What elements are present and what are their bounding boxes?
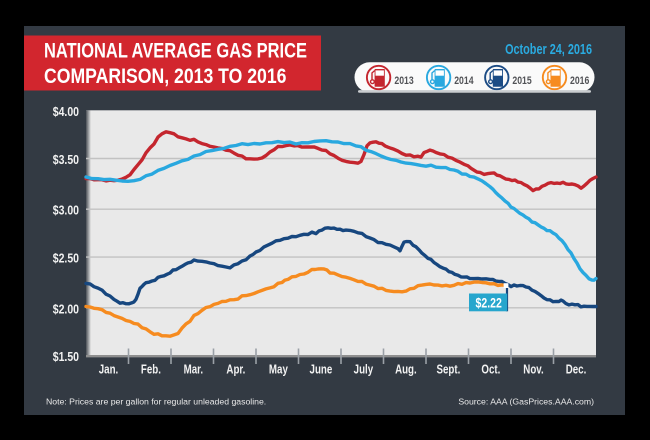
svg-text:$2.00: $2.00 xyxy=(53,304,79,317)
svg-text:2016: 2016 xyxy=(570,75,590,87)
svg-text:Mar.: Mar. xyxy=(184,363,203,376)
svg-text:Oct.: Oct. xyxy=(481,363,500,376)
svg-text:$3.00: $3.00 xyxy=(53,205,79,218)
svg-text:Jan.: Jan. xyxy=(99,363,118,376)
svg-text:Aug.: Aug. xyxy=(395,363,417,376)
svg-text:2015: 2015 xyxy=(512,75,532,87)
svg-text:2014: 2014 xyxy=(454,75,474,87)
svg-text:COMPARISON, 2013 TO 2016: COMPARISON, 2013 TO 2016 xyxy=(44,64,287,88)
svg-text:$2.22: $2.22 xyxy=(476,295,503,311)
svg-text:Apr.: Apr. xyxy=(226,363,245,376)
svg-text:Feb.: Feb. xyxy=(141,363,161,376)
svg-text:$1.50: $1.50 xyxy=(53,351,79,364)
svg-text:$3.50: $3.50 xyxy=(53,154,79,167)
svg-text:$4.00: $4.00 xyxy=(53,106,79,119)
svg-text:$2.50: $2.50 xyxy=(53,253,79,266)
svg-text:Dec.: Dec. xyxy=(566,363,587,376)
svg-text:May: May xyxy=(269,363,289,376)
svg-text:Source: AAA (GasPrices.AAA.com: Source: AAA (GasPrices.AAA.com) xyxy=(458,397,594,407)
svg-text:2013: 2013 xyxy=(394,75,414,87)
svg-text:Nov.: Nov. xyxy=(523,363,543,376)
svg-text:Sept.: Sept. xyxy=(437,363,461,376)
svg-text:October 24, 2016: October 24, 2016 xyxy=(505,40,592,57)
svg-text:NATIONAL AVERAGE GAS PRICE: NATIONAL AVERAGE GAS PRICE xyxy=(44,39,307,63)
svg-text:July: July xyxy=(354,363,374,376)
svg-text:June: June xyxy=(310,363,333,376)
svg-text:Note: Prices are per gallon fo: Note: Prices are per gallon for regular … xyxy=(46,397,266,407)
